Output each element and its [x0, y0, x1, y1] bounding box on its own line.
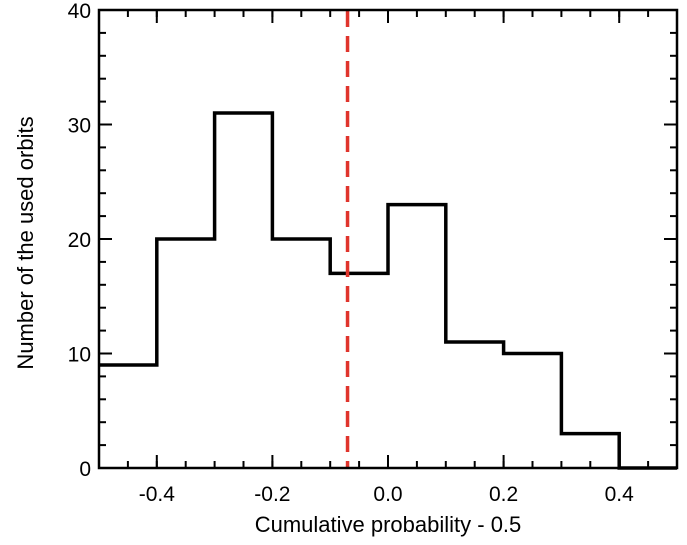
x-tick-label: 0.2: [489, 483, 518, 506]
tick-labels: -0.4 -0.2 0.0 0.2 0.4 0 10 20 30 40: [68, 0, 634, 506]
y-tick-label: 0: [79, 458, 91, 481]
x-tick-label: -0.4: [139, 483, 176, 506]
x-axis-label: Cumulative probability - 0.5: [255, 512, 522, 537]
plot-frame: [97, 8, 679, 470]
y-tick-label: 10: [68, 344, 91, 367]
y-tick-label: 30: [68, 115, 91, 138]
x-tick-label: 0.4: [605, 483, 635, 506]
y-tick-label: 40: [68, 0, 91, 23]
y-tick-label: 20: [68, 229, 91, 252]
y-axis-label: Number of the used orbits: [13, 116, 38, 369]
x-tick-label: 0.0: [373, 483, 402, 506]
histogram-step-line: [99, 111, 677, 470]
x-tick-label: -0.2: [254, 483, 290, 506]
